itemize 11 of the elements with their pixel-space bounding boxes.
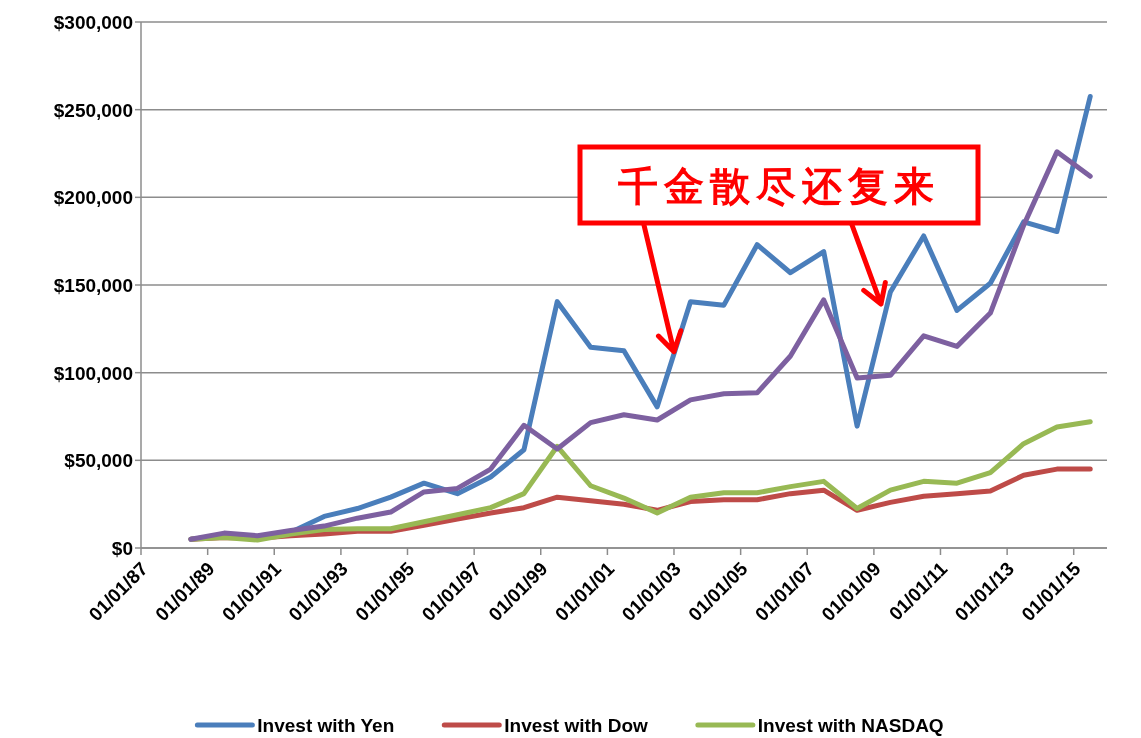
y-tick-label: $250,000 <box>53 99 133 121</box>
legend-label: Invest with Yen <box>257 715 395 736</box>
annotation: 千金散尽还复来 <box>618 162 940 209</box>
y-tick-label: $0 <box>111 538 133 559</box>
y-tick-label: $50,000 <box>64 450 133 472</box>
y-tick-label: $150,000 <box>53 275 133 296</box>
y-tick-label: $200,000 <box>53 187 133 209</box>
y-tick-label: $300,000 <box>53 12 133 33</box>
legend-label: Invest with Dow <box>504 715 649 736</box>
legend-label: Invest with NASDAQ <box>757 715 944 736</box>
y-tick-label: $100,000 <box>53 362 133 384</box>
